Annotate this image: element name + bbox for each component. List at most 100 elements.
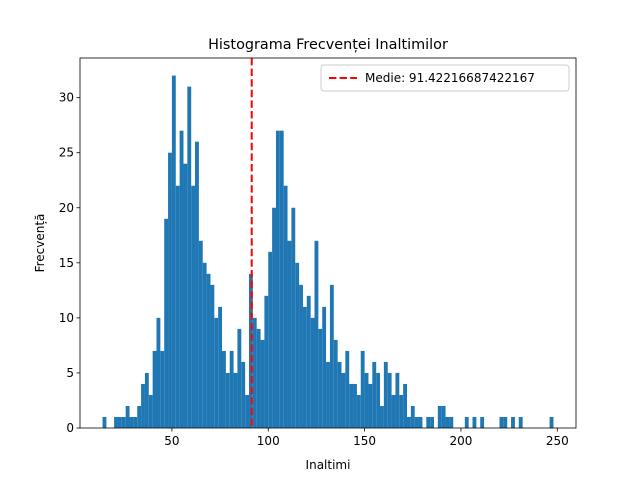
bar <box>156 317 161 428</box>
y-tick-label: 5 <box>66 366 74 380</box>
bar <box>183 163 188 428</box>
bar <box>333 339 338 428</box>
bar <box>322 306 327 428</box>
bar <box>464 416 469 428</box>
bar <box>503 416 508 428</box>
bar <box>264 295 269 428</box>
bar <box>372 361 377 428</box>
bar <box>275 130 280 428</box>
bar <box>337 361 342 428</box>
x-tick-label: 250 <box>546 434 569 448</box>
bar <box>302 306 307 428</box>
x-tick-label: 50 <box>164 434 179 448</box>
bar <box>295 262 300 428</box>
bar <box>368 383 373 428</box>
bar <box>356 394 361 428</box>
bar <box>310 317 315 428</box>
bar <box>179 130 184 428</box>
bar <box>549 416 554 428</box>
bar <box>414 416 419 428</box>
bar <box>160 350 165 428</box>
bar <box>418 416 423 428</box>
y-tick-label: 20 <box>59 201 74 215</box>
x-tick-label: 150 <box>353 434 376 448</box>
bar <box>299 284 303 428</box>
bar <box>191 185 196 428</box>
bar <box>171 75 176 428</box>
bar <box>245 394 249 428</box>
bar <box>102 416 107 428</box>
bar <box>152 350 157 428</box>
bar <box>318 328 323 428</box>
bar <box>225 372 230 428</box>
bar <box>241 361 246 428</box>
bar <box>329 284 334 428</box>
bar <box>175 185 180 428</box>
bar <box>383 361 388 428</box>
bar <box>391 394 396 428</box>
bar <box>376 372 381 428</box>
bar <box>222 350 226 428</box>
bar <box>380 405 384 428</box>
bar <box>426 416 431 428</box>
bar <box>430 416 434 428</box>
y-tick-label: 30 <box>59 91 74 105</box>
bar <box>364 372 369 428</box>
bar <box>233 372 238 428</box>
bar <box>129 416 134 428</box>
bar <box>287 240 292 428</box>
legend: Medie: 91.42216687422167 <box>320 64 570 92</box>
bar <box>314 240 319 428</box>
bar <box>395 372 400 428</box>
bar <box>353 383 357 428</box>
bar <box>480 416 485 428</box>
bar <box>449 416 454 428</box>
bar <box>168 152 172 428</box>
bar <box>214 317 219 428</box>
bar <box>141 383 145 428</box>
bar <box>202 262 207 428</box>
bar <box>229 350 234 428</box>
x-tick-label: 200 <box>450 434 473 448</box>
bar <box>387 372 392 428</box>
y-tick-label: 25 <box>59 146 74 160</box>
bar <box>445 416 450 428</box>
bar <box>345 350 350 428</box>
bar <box>256 328 261 428</box>
y-tick-label: 15 <box>59 256 74 270</box>
bar <box>437 405 442 428</box>
x-tick-label: 100 <box>257 434 280 448</box>
y-axis-label: Frecvență <box>33 214 47 273</box>
bar <box>164 218 169 428</box>
bar <box>499 416 504 428</box>
bar <box>341 372 346 428</box>
bar <box>511 416 515 428</box>
bar <box>237 328 242 428</box>
bar <box>252 317 257 428</box>
bar <box>206 273 211 428</box>
bar <box>133 416 138 428</box>
legend-label: Medie: 91.42216687422167 <box>365 71 535 85</box>
bar <box>349 383 354 428</box>
bar <box>518 416 523 428</box>
bar <box>403 383 408 428</box>
bar <box>407 416 411 428</box>
chart-title: Histograma Frecvenței Inaltimilor <box>208 37 448 53</box>
bar <box>195 141 199 428</box>
bar <box>148 394 153 428</box>
bar <box>114 416 118 428</box>
bar <box>117 416 122 428</box>
bar <box>260 339 265 428</box>
bar <box>441 405 446 428</box>
bar <box>283 185 288 428</box>
bar <box>279 130 284 428</box>
x-axis-label: Inaltimi <box>306 458 351 472</box>
bar <box>144 372 149 428</box>
bar <box>218 306 223 428</box>
bar <box>121 416 126 428</box>
bar <box>210 284 215 428</box>
bar <box>410 405 415 428</box>
bar <box>326 361 330 428</box>
bar <box>472 416 477 428</box>
